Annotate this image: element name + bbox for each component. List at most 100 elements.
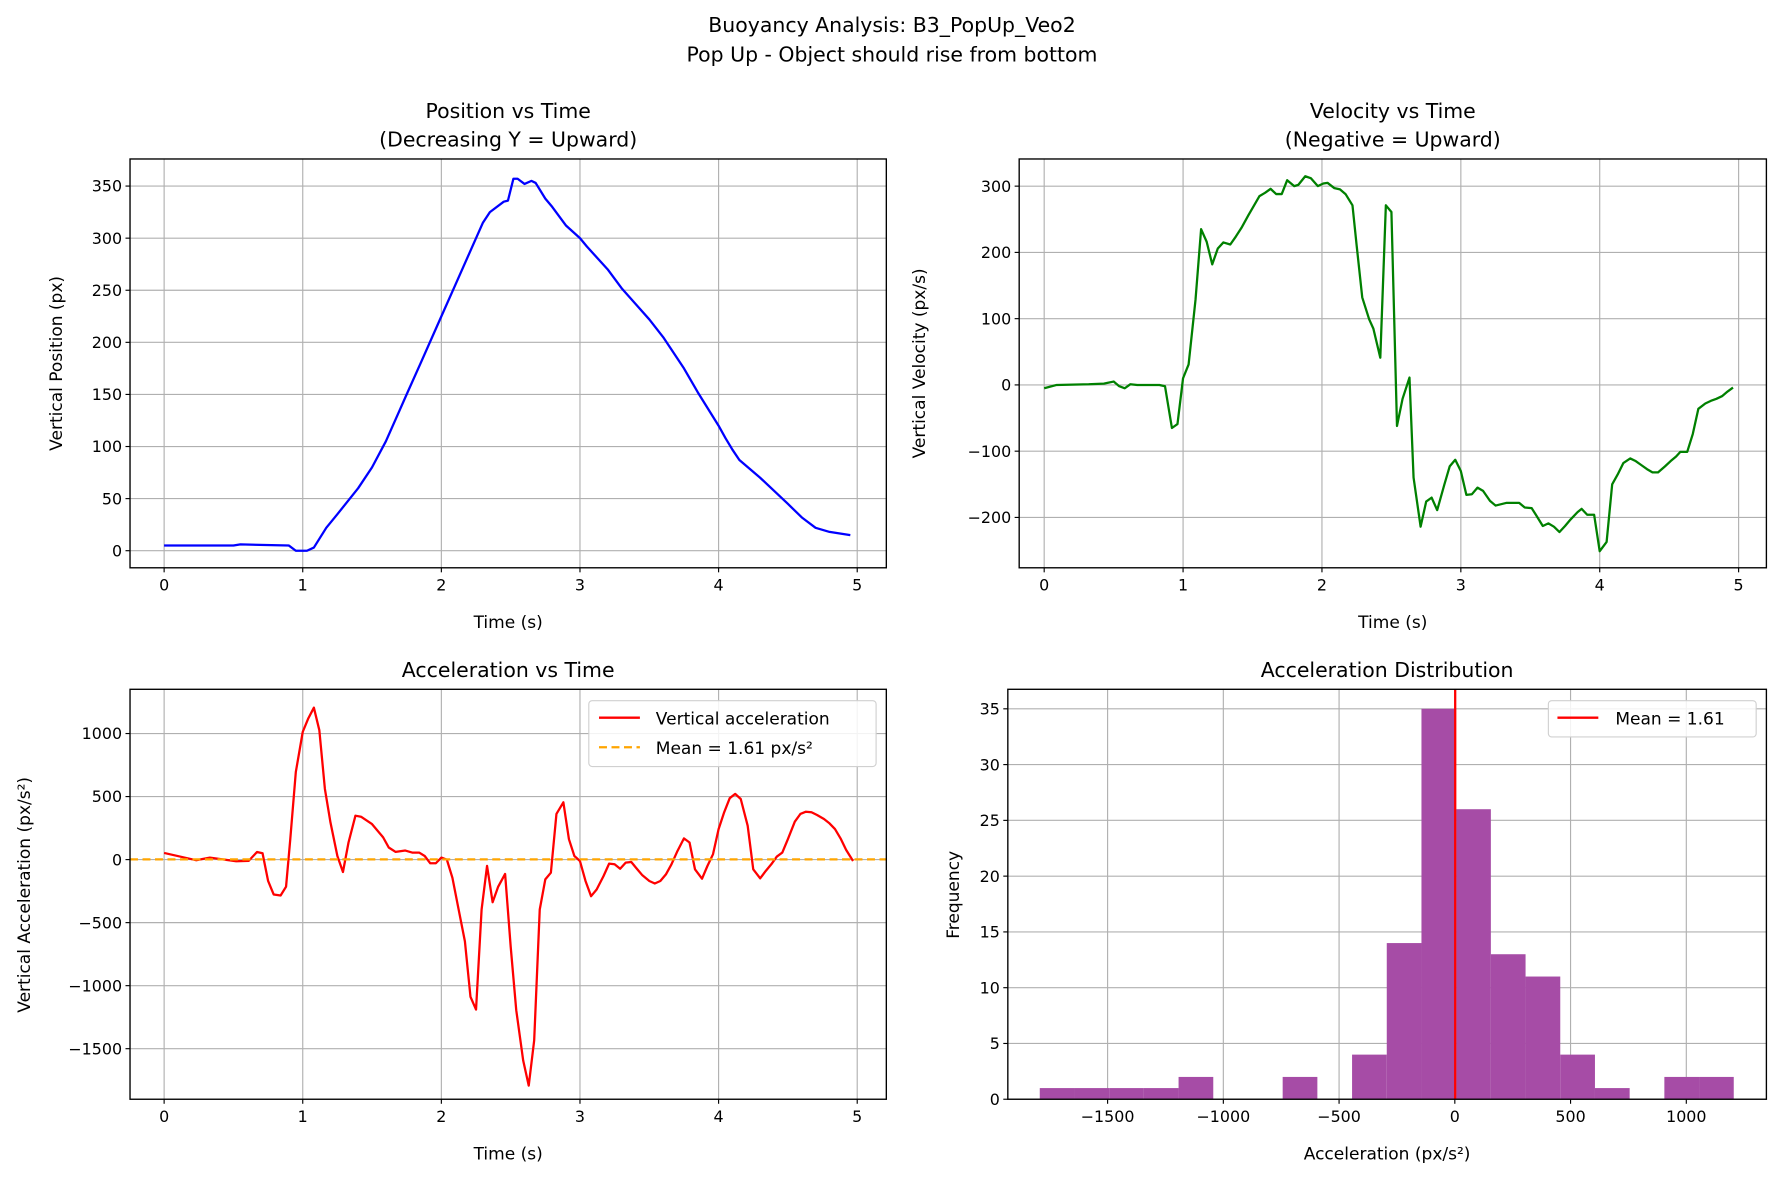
y-tick-label: 20 <box>980 867 1000 886</box>
axes-frame <box>1018 158 1768 569</box>
histogram-bar <box>1525 976 1561 1100</box>
position-xlabel: Time (s) <box>473 613 543 633</box>
y-tick-label: 0 <box>990 1090 1000 1109</box>
y-tick-label: 10 <box>980 978 1000 997</box>
histogram-bar <box>1352 1054 1387 1100</box>
histogram-bar <box>1386 943 1422 1100</box>
legend-label-acceleration: Vertical acceleration <box>656 709 830 729</box>
velocity-line <box>1043 175 1734 553</box>
velocity-ylabel: Vertical Velocity (px/s) <box>910 268 930 458</box>
x-tick-label: 1 <box>1178 576 1188 595</box>
histogram-bar <box>1109 1088 1144 1100</box>
histogram-bar <box>1074 1088 1110 1100</box>
histogram-bar <box>1490 954 1526 1100</box>
axes-frame <box>1007 688 1768 1100</box>
histogram-axes: −1500 −1000 −500 0 500 1000 0 5 10 15 20 25 30 35 <box>980 688 1768 1126</box>
y-tick-label: 15 <box>980 923 1000 942</box>
position-ylabel: Vertical Position (px) <box>47 276 67 451</box>
y-tick-label: 200 <box>92 333 122 352</box>
legend-label-mean: Mean = 1.61 px/s² <box>656 739 813 759</box>
x-tick-label: 3 <box>575 576 585 595</box>
velocity-subtitle: (Negative = Upward) <box>1285 127 1501 151</box>
velocity-title: Velocity vs Time <box>1310 99 1476 123</box>
y-tick-label: 100 <box>981 309 1011 328</box>
position-title: Position vs Time <box>426 99 591 123</box>
suptitle-line-2: Pop Up - Object should rise from bottom <box>687 42 1098 66</box>
y-tick-label: 350 <box>92 177 122 196</box>
acceleration-title: Acceleration vs Time <box>402 658 615 682</box>
x-tick-label: 1000 <box>1666 1107 1706 1126</box>
y-tick-label: −200 <box>968 508 1012 527</box>
acceleration-ylabel: Vertical Acceleration (px/s²) <box>15 777 35 1013</box>
x-tick-label: 2 <box>1317 576 1327 595</box>
plot-area <box>130 158 887 568</box>
legend-frame <box>1547 700 1757 738</box>
x-tick-label: 2 <box>436 1107 446 1126</box>
suptitle-line-1: Buoyancy Analysis: B3_PopUp_Veo2 <box>708 13 1075 38</box>
axes-frame <box>129 158 888 569</box>
histogram-bar <box>1560 1054 1595 1100</box>
position-line <box>164 177 851 552</box>
y-tick-label: 300 <box>981 177 1011 196</box>
x-tick-label: 5 <box>1734 576 1744 595</box>
x-tick-label: −1000 <box>1196 1107 1250 1126</box>
x-tick-label: 0 <box>159 1107 169 1126</box>
x-tick-label: 1 <box>298 1107 308 1126</box>
x-tick-label: 0 <box>1039 576 1049 595</box>
y-tick-label: 100 <box>92 437 122 456</box>
x-tick-label: 2 <box>436 576 446 595</box>
histogram-bar <box>1178 1076 1214 1100</box>
y-tick-label: 1000 <box>82 724 122 743</box>
x-tick-label: −500 <box>1317 1107 1361 1126</box>
x-tick-label: 500 <box>1555 1107 1585 1126</box>
legend-frame <box>588 700 877 768</box>
y-tick-label: 50 <box>102 489 122 508</box>
legend-label-mean: Mean = 1.61 <box>1615 709 1724 729</box>
acceleration-legend: Vertical acceleration Mean = 1.61 px/s² <box>588 700 877 768</box>
histogram-bar <box>1594 1088 1630 1100</box>
x-tick-label: 3 <box>575 1107 585 1126</box>
y-tick-label: 25 <box>980 811 1000 830</box>
acceleration-line <box>163 706 855 1087</box>
x-tick-label: 0 <box>159 576 169 595</box>
y-tick-label: 200 <box>981 243 1011 262</box>
y-tick-label: 0 <box>112 850 122 869</box>
x-tick-label: 0 <box>1450 1107 1460 1126</box>
acceleration-xlabel: Time (s) <box>473 1144 543 1164</box>
histogram-legend: Mean = 1.61 <box>1547 700 1757 738</box>
y-tick-label: 500 <box>92 787 122 806</box>
x-tick-label: 4 <box>714 576 724 595</box>
histogram-title: Acceleration Distribution <box>1261 658 1514 682</box>
y-tick-label: 5 <box>990 1034 1000 1053</box>
histogram-bar <box>1664 1076 1700 1100</box>
histogram-bar <box>1421 708 1457 1100</box>
histogram-bar <box>1282 1076 1318 1100</box>
velocity-xlabel: Time (s) <box>1357 613 1427 633</box>
y-tick-label: 0 <box>1001 376 1011 395</box>
axes-frame <box>129 688 888 1100</box>
histogram-bar <box>1039 1088 1075 1100</box>
y-tick-label: 0 <box>112 541 122 560</box>
y-tick-label: 300 <box>92 229 122 248</box>
histogram-xlabel: Acceleration (px/s²) <box>1304 1144 1471 1164</box>
x-tick-label: 4 <box>1595 576 1605 595</box>
plot-area <box>1019 158 1767 568</box>
y-tick-label: −100 <box>968 442 1012 461</box>
x-tick-label: 5 <box>852 1107 862 1126</box>
y-tick-label: 250 <box>92 281 122 300</box>
y-tick-label: −1000 <box>68 976 122 995</box>
y-tick-label: −1500 <box>68 1039 122 1058</box>
histogram-bar <box>1143 1088 1179 1100</box>
y-tick-label: 35 <box>980 699 1000 718</box>
x-tick-label: −1500 <box>1081 1107 1135 1126</box>
x-tick-label: 1 <box>298 576 308 595</box>
x-tick-label: 5 <box>852 576 862 595</box>
x-tick-label: 4 <box>714 1107 724 1126</box>
histogram-bar <box>1456 809 1491 1100</box>
position-subtitle: (Decreasing Y = Upward) <box>379 127 637 151</box>
y-tick-label: 30 <box>980 755 1000 774</box>
x-tick-label: 3 <box>1456 576 1466 595</box>
velocity-axes: 0 1 2 3 4 5 −200 −100 0 100 200 300 <box>968 158 1768 595</box>
